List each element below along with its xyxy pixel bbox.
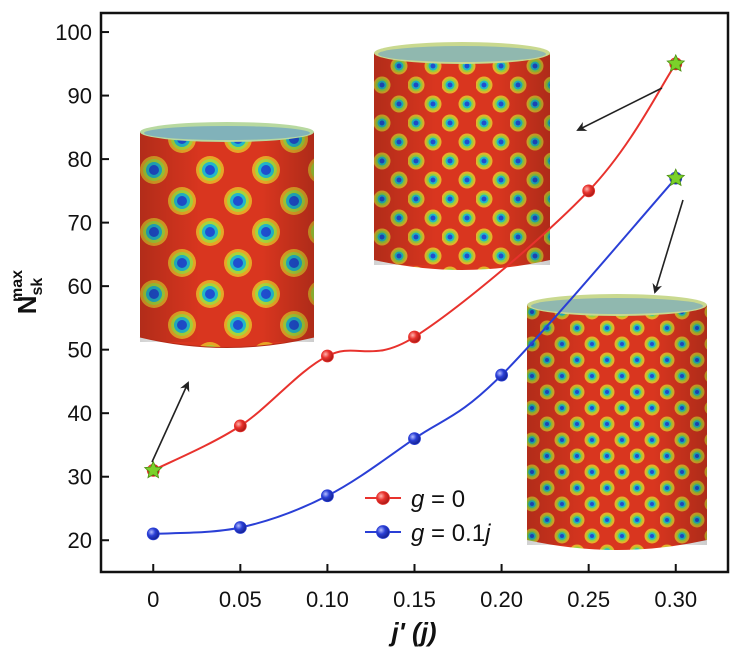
cylinder-inset-top (374, 42, 550, 270)
cylinder-inset-low (139, 122, 315, 348)
highlight-star-0 (143, 460, 163, 479)
x-axis-label-unit: (j) (405, 617, 437, 647)
y-axis-label-main: N (12, 296, 42, 315)
y-tick-label: 40 (68, 401, 92, 426)
legend-label-1: g = 0.1j (411, 520, 491, 547)
data-point-0-2 (321, 349, 334, 363)
x-axis-label-main: j' (388, 617, 405, 647)
svg-text:Nsk: Nsk (12, 278, 46, 315)
data-point-0-1 (233, 419, 247, 433)
y-tick-label: 50 (68, 338, 92, 363)
arrow-to-right-inset (652, 199, 684, 294)
series-layer (143, 53, 686, 541)
x-tick-label: 0.25 (567, 587, 610, 612)
data-point-1-3 (408, 432, 421, 446)
y-tick-label: 100 (55, 20, 92, 45)
data-point-1-1 (233, 521, 247, 534)
y-tick-label: 70 (68, 211, 92, 236)
legend-label-italic: g (411, 486, 425, 513)
y-tick-label: 30 (68, 465, 92, 490)
legend-label-rest: = 0 (424, 486, 465, 513)
x-tick-label: 0.05 (219, 587, 262, 612)
y-axis-label-sub: sk (29, 278, 46, 296)
legend-marker-1 (376, 525, 390, 539)
legend-label-0: g = 0 (411, 486, 465, 513)
y-tick-label: 20 (68, 528, 92, 553)
data-point-1-4 (495, 368, 508, 382)
cylinder-inset-right (527, 294, 707, 550)
y-tick-label: 90 (68, 84, 92, 109)
y-tick-label: 80 (68, 147, 92, 172)
legend-label-rest: = 0.1 (424, 520, 485, 547)
legend-label-italic2: j (482, 520, 491, 547)
x-axis-ticks: 0 0.05 0.10 0.15 0.20 0.25 0.30 (147, 564, 697, 612)
x-tick-label: 0.30 (654, 587, 697, 612)
y-axis-label: Nsk max (9, 270, 46, 314)
legend: g = 0g = 0.1j (365, 486, 491, 547)
data-point-0-4 (582, 184, 596, 198)
x-tick-label: 0.15 (393, 587, 436, 612)
legend-marker-0 (376, 491, 390, 505)
x-tick-label: 0.10 (306, 587, 349, 612)
y-axis-label-sup: max (9, 270, 26, 302)
y-tick-label: 60 (68, 274, 92, 299)
x-axis-label: j' (j) (388, 617, 436, 647)
x-tick-label: 0 (147, 587, 159, 612)
y-axis-ticks: 20 30 40 50 60 70 80 90 100 (55, 20, 109, 553)
data-point-1-2 (321, 489, 334, 503)
highlight-star-1 (666, 53, 686, 72)
highlight-star-2 (666, 168, 686, 187)
data-point-0-3 (408, 330, 421, 344)
data-point-1-0 (146, 527, 160, 541)
arrow-to-low-inset (151, 381, 190, 463)
arrow-to-top-inset (576, 87, 663, 131)
x-tick-label: 0.20 (480, 587, 523, 612)
legend-label-italic: g (411, 520, 425, 547)
